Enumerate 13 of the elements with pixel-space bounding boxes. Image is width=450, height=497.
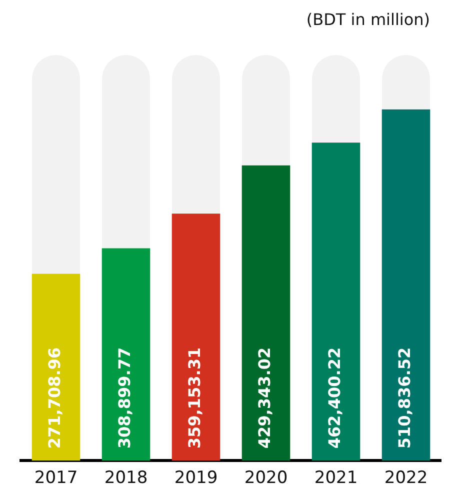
data-label: 429,343.02	[255, 347, 274, 449]
x-tick-label: 2020	[244, 468, 288, 488]
data-label: 308,899.77	[115, 347, 134, 449]
x-tick-label: 2018	[104, 468, 148, 488]
data-label: 510,836.52	[395, 347, 414, 449]
data-label: 462,400.22	[325, 347, 344, 449]
x-tick-label: 2017	[34, 468, 78, 488]
text: (BDT in million)	[306, 10, 430, 29]
x-tick-label: 2019	[174, 468, 218, 488]
x-tick-label: 2022	[384, 468, 428, 488]
x-tick-label: 2021	[314, 468, 358, 488]
data-label: 359,153.31	[185, 347, 204, 449]
data-label: 271,708.96	[45, 347, 64, 449]
